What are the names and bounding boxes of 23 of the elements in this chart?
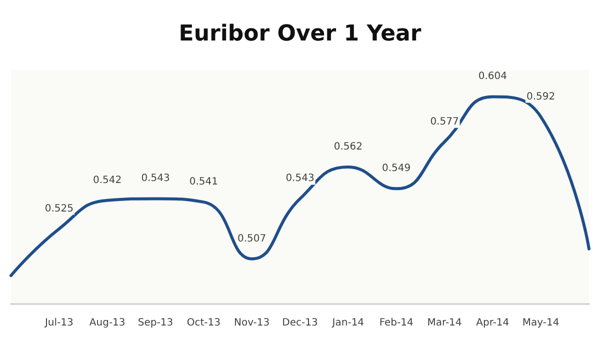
chart-title: Euribor Over 1 Year	[178, 22, 422, 46]
data-label: 0.507	[238, 233, 266, 244]
data-label: 0.525	[44, 203, 74, 214]
data-label: 0.549	[382, 163, 411, 174]
x-tick-label: Apr-14	[476, 318, 510, 328]
x-tick-label: Oct-13	[186, 318, 220, 328]
data-label: 0.604	[478, 71, 507, 82]
x-tick-label: Jan-14	[331, 318, 364, 328]
data-label: 0.543	[286, 173, 314, 184]
data-label: 0.542	[93, 174, 122, 186]
data-label: 0.562	[334, 141, 362, 152]
x-tick-label: Jul-13	[44, 318, 74, 328]
x-tick-label: Aug-13	[89, 318, 126, 328]
x-tick-label: Feb-14	[379, 318, 414, 328]
data-label: 0.577	[430, 116, 459, 128]
x-tick-label: May-14	[522, 318, 560, 328]
data-label: 0.541	[189, 176, 218, 188]
x-tick-label: Mar-14	[427, 318, 462, 328]
x-tick-label: Dec-13	[282, 318, 318, 328]
data-label: 0.592	[526, 91, 556, 102]
x-tick-label: Sep-13	[138, 318, 174, 328]
data-label: 0.543	[141, 173, 170, 184]
x-tick-label: Nov-13	[234, 318, 270, 328]
